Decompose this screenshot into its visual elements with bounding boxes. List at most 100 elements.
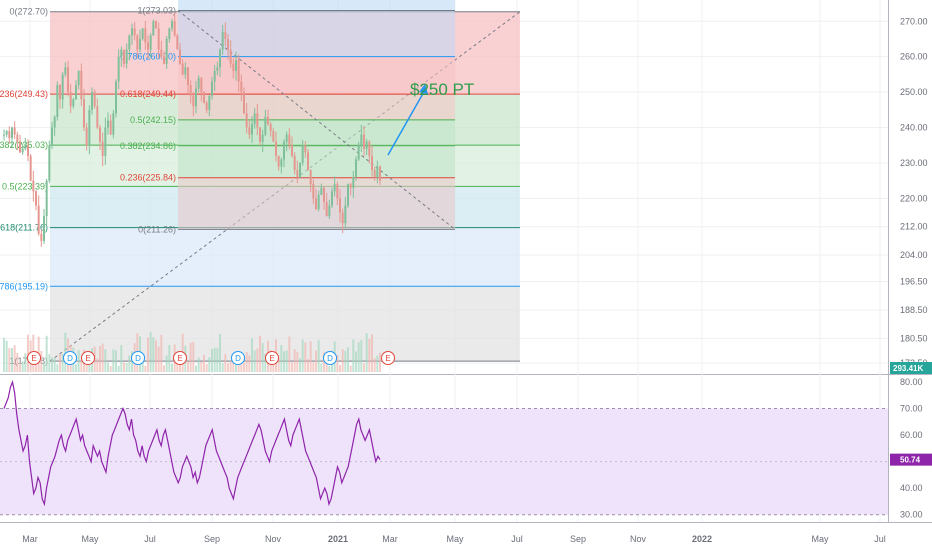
candle-body bbox=[211, 81, 213, 96]
candle-body bbox=[189, 85, 192, 96]
event-marker-circle bbox=[173, 351, 187, 365]
candle-body bbox=[51, 127, 53, 146]
candle-body bbox=[3, 134, 5, 136]
fib-right-level-label: 0.618(249.44) bbox=[120, 89, 176, 99]
candle-body bbox=[320, 187, 323, 195]
volume-bar bbox=[325, 356, 328, 372]
volume-bar bbox=[107, 362, 109, 372]
candle-body bbox=[21, 148, 24, 153]
event-marker: E bbox=[265, 351, 279, 365]
x-tick-label: Jul bbox=[144, 534, 156, 544]
x-tick-label: Jul bbox=[511, 534, 523, 544]
candle-body bbox=[99, 127, 101, 142]
fib-left-level-label: 0.236(249.43) bbox=[0, 89, 48, 99]
volume-bar bbox=[365, 333, 368, 372]
event-marker: D bbox=[323, 351, 337, 365]
volume-bar bbox=[157, 346, 160, 372]
candle-body bbox=[59, 85, 61, 100]
axes: Mar May Jul Sep Nov 2021 Mar May Jul Sep Nov 2022 Ma… bbox=[22, 16, 932, 544]
volume-bar bbox=[48, 354, 51, 372]
volume-badge-bg bbox=[890, 362, 932, 374]
y-tick-label: 230.00 bbox=[900, 158, 928, 168]
volume-bar bbox=[296, 351, 299, 372]
rsi-line bbox=[3, 379, 381, 507]
fib-right-band bbox=[178, 145, 455, 178]
candle-body bbox=[227, 38, 229, 50]
candle-body bbox=[352, 177, 355, 188]
volume-bar bbox=[280, 345, 283, 372]
event-marker-label: E bbox=[385, 354, 390, 363]
volume-bar bbox=[21, 361, 24, 372]
price-target-annotation[interactable]: $250 PT bbox=[387, 80, 474, 156]
volume-bar bbox=[56, 364, 59, 372]
candle-body bbox=[75, 85, 77, 100]
volume-bar bbox=[125, 362, 128, 372]
volume-bar bbox=[155, 340, 157, 372]
volume-bar bbox=[149, 332, 152, 372]
candle-body bbox=[296, 170, 299, 178]
candle-body bbox=[277, 155, 280, 167]
volume-bar bbox=[293, 349, 296, 372]
volume-bar bbox=[8, 348, 11, 372]
volume-bar bbox=[301, 339, 304, 372]
volume-bar bbox=[120, 344, 123, 372]
volume-bar bbox=[96, 358, 99, 372]
volume-bar bbox=[285, 350, 288, 372]
volume-bar bbox=[291, 362, 293, 372]
volume-bar bbox=[59, 354, 61, 372]
volume-bar bbox=[189, 342, 192, 372]
volume-bar bbox=[379, 352, 381, 372]
volume-bar bbox=[88, 357, 91, 372]
candle-body bbox=[221, 31, 224, 50]
candle-body bbox=[32, 180, 35, 192]
candle-body bbox=[112, 113, 115, 135]
volume-bar bbox=[317, 340, 320, 372]
candle-body bbox=[56, 85, 59, 117]
volume-bar bbox=[51, 357, 53, 372]
candle-body bbox=[243, 92, 245, 114]
candle-body bbox=[203, 92, 205, 103]
volume-bar bbox=[259, 335, 261, 372]
volume-bar bbox=[219, 333, 221, 372]
candle-body bbox=[80, 70, 83, 100]
y-tick-label: 240.00 bbox=[900, 123, 928, 133]
y-tick-label: 204.00 bbox=[900, 250, 928, 260]
volume-bar bbox=[320, 363, 323, 372]
volume-bar bbox=[213, 347, 216, 372]
volume-bar bbox=[227, 363, 229, 372]
volume-bar bbox=[283, 351, 285, 372]
volume-bar bbox=[160, 334, 163, 372]
y-tick-label: 260.00 bbox=[900, 52, 928, 62]
candle-body bbox=[275, 141, 277, 156]
candle-body bbox=[128, 35, 131, 50]
fib-left-band bbox=[50, 286, 520, 362]
candle-body bbox=[291, 145, 293, 156]
candle-body bbox=[219, 49, 221, 68]
candle-body bbox=[11, 127, 13, 139]
candle-body bbox=[107, 120, 109, 128]
volume-bar bbox=[168, 345, 171, 372]
candle-body bbox=[368, 141, 371, 156]
fib-left-level-label: 0(272.70) bbox=[9, 7, 48, 17]
candle-body bbox=[208, 95, 211, 110]
volume-bar bbox=[53, 357, 56, 372]
event-marker-circle bbox=[231, 351, 245, 365]
candlesticks bbox=[3, 12, 381, 247]
rsi-pane bbox=[0, 379, 888, 516]
x-tick-label: Sep bbox=[570, 534, 586, 544]
candle-body bbox=[323, 187, 325, 202]
candle-body bbox=[173, 21, 176, 36]
fib-right-trend-line bbox=[177, 10, 456, 230]
candle-body bbox=[101, 141, 104, 156]
volume-bar bbox=[360, 339, 363, 372]
fib-right-level-label: 0.382(234.86) bbox=[120, 141, 176, 151]
candle-body bbox=[104, 127, 107, 156]
fib-retracement-right[interactable]: 1(273.03)0.786(260.00)0.618(249.44)0.5(2… bbox=[120, 0, 456, 234]
volume-bar bbox=[24, 353, 27, 372]
event-marker-label: D bbox=[327, 354, 333, 363]
x-tick-label: Sep bbox=[204, 534, 220, 544]
x-tick-label: Jul bbox=[874, 534, 886, 544]
